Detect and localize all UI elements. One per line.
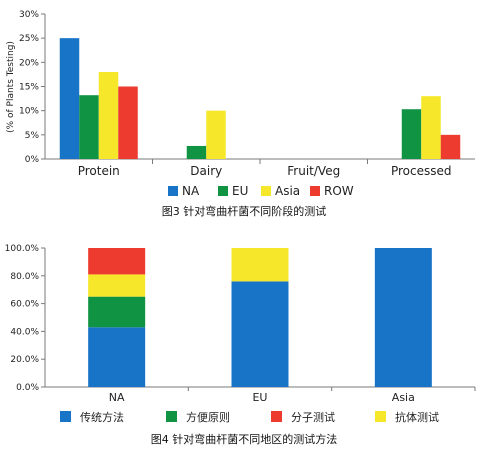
chart2-bar-segment-na-4 xyxy=(88,248,146,275)
chart2-category-label: NA xyxy=(109,391,125,404)
chart1-bar-row-protein xyxy=(118,86,138,159)
chart1-y-tick-label: 25% xyxy=(19,34,39,44)
chart1-bar-asia-protein xyxy=(98,72,119,159)
chart2-caption: 图4 针对弯曲杆菌不同地区的测试方法 xyxy=(151,432,338,446)
chart2-legend-swatch xyxy=(60,411,71,422)
chart2-legend-swatch xyxy=(375,411,386,422)
chart1-caption: 图3 针对弯曲杆菌不同阶段的测试 xyxy=(162,204,327,218)
chart1-y-tick-label: 0% xyxy=(25,155,40,165)
chart2-bar-segment-asia-0 xyxy=(374,248,432,387)
chart1-y-axis-label: (% of Plants Testing) xyxy=(6,41,16,133)
chart1-legend-swatch xyxy=(310,186,320,196)
chart1-legend-swatch xyxy=(218,186,228,196)
chart1-y-tick-label: 5% xyxy=(25,131,40,141)
chart1-legend-label: ROW xyxy=(324,184,354,198)
chart2-category-label: Asia xyxy=(392,391,415,404)
chart1-bar-asia-dairy xyxy=(206,110,226,159)
chart2-y-tick-label: 60.0% xyxy=(10,300,39,310)
chart1-legend-swatch xyxy=(261,186,271,196)
chart2-legend-label: 抗体测试 xyxy=(395,410,439,424)
chart2-y-tick-label: 80.0% xyxy=(10,272,39,282)
chart1-y-tick-label: 30% xyxy=(19,10,39,20)
chart1-bar-eu-protein xyxy=(79,95,99,159)
chart1-y-tick-label: 10% xyxy=(19,107,39,117)
chart2-category-label: EU xyxy=(252,391,267,404)
chart1-category-label: Dairy xyxy=(190,164,222,178)
chart1-bar-eu-dairy xyxy=(186,145,207,159)
chart2-bar-segment-na-1 xyxy=(88,296,146,328)
chart1-category-label: Processed xyxy=(391,164,452,178)
chart1-legend-label: EU xyxy=(232,184,248,198)
chart1-bar-na-protein xyxy=(59,38,80,159)
chart2-bar-segment-na-0 xyxy=(88,327,146,387)
chart-region-methods: 0.0%20.0%40.0%60.0%80.0%100.0% NA EU Asia … xyxy=(5,244,476,446)
chart1-legend-label: NA xyxy=(182,184,200,198)
chart2-legend-label: 传统方法 xyxy=(80,410,124,424)
chart2-y-tick-label: 20.0% xyxy=(10,355,39,365)
chart2-legend-label: 分子测试 xyxy=(291,411,335,424)
chart1-legend-swatch xyxy=(168,186,178,196)
chart2-legend: 传统方法 方便原则 分子测试 抗体测试 xyxy=(60,410,439,424)
chart1-legend-label: Asia xyxy=(275,184,300,198)
chart1-category-label: Protein xyxy=(78,164,120,178)
chart1-y-tick-label: 20% xyxy=(19,58,39,68)
chart1-legend: NA EU Asia ROW xyxy=(168,184,354,198)
chart2-bar-segment-na-3 xyxy=(88,274,146,297)
chart2-bar-segment-eu-3 xyxy=(231,248,289,282)
chart1-category-label: Fruit/Veg xyxy=(287,164,340,178)
chart-stage-testing: (% of Plants Testing) 0% 5% 10% 15% 20% 25% 30… xyxy=(6,10,475,218)
chart2-y-tick-label: 40.0% xyxy=(10,327,39,337)
chart2-legend-swatch xyxy=(166,411,177,422)
chart2-legend-label: 方便原则 xyxy=(186,410,230,424)
chart1-bar-eu-processed xyxy=(401,109,422,159)
chart2-bar-segment-eu-0 xyxy=(231,281,289,387)
chart2-y-tick-label: 0.0% xyxy=(16,383,39,393)
chart2-legend-swatch xyxy=(271,411,282,422)
chart1-bar-asia-processed xyxy=(421,96,441,159)
chart1-y-tick-label: 15% xyxy=(19,83,39,93)
chart1-bar-row-processed xyxy=(440,134,461,159)
chart2-y-tick-label: 100.0% xyxy=(5,244,40,254)
